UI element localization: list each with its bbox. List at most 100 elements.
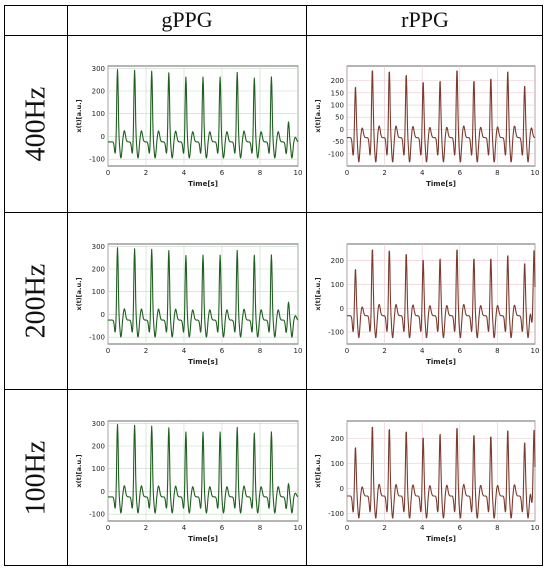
y-tick-label: 300 <box>92 65 105 73</box>
y-tick-label: 0 <box>101 133 105 141</box>
x-tick-label: 10 <box>531 524 540 532</box>
y-tick-label: 50 <box>335 114 344 122</box>
x-tick-label: 4 <box>182 524 187 532</box>
y-tick-label: 200 <box>331 435 344 443</box>
x-tick-label: 8 <box>495 347 499 355</box>
row-header-400hz: 400Hz <box>4 36 68 212</box>
y-tick-label: 100 <box>92 110 105 118</box>
x-tick-label: 8 <box>495 524 499 532</box>
x-tick-label: 0 <box>345 524 349 532</box>
y-axis-label: x(t)[a.u.] <box>75 277 83 310</box>
series-line <box>107 69 299 159</box>
x-axis-label: Time[s] <box>426 535 456 543</box>
y-axis-label: x(t)[a.u.] <box>314 454 322 487</box>
x-tick-label: 0 <box>106 524 110 532</box>
x-tick-label: 6 <box>458 169 463 177</box>
y-tick-label: 150 <box>331 89 344 97</box>
series-line <box>346 70 536 163</box>
y-tick-label: 100 <box>331 460 344 468</box>
y-tick-label: 100 <box>331 102 344 110</box>
table-divider-h1 <box>4 35 543 36</box>
x-tick-label: 2 <box>382 524 386 532</box>
x-tick-label: 6 <box>220 169 225 177</box>
y-tick-label: 100 <box>92 288 105 296</box>
table-divider-h3 <box>4 389 543 390</box>
x-tick-label: 6 <box>220 347 225 355</box>
y-axis-label: x(t)[a.u.] <box>75 454 83 487</box>
x-tick-label: 10 <box>294 524 303 532</box>
x-tick-label: 10 <box>294 169 303 177</box>
table-divider-v2 <box>306 5 307 566</box>
y-axis-label: x(t)[a.u.] <box>75 99 83 132</box>
x-tick-label: 6 <box>220 524 225 532</box>
x-tick-label: 8 <box>258 524 262 532</box>
y-tick-label: 200 <box>331 257 344 265</box>
x-tick-label: 2 <box>144 347 148 355</box>
y-tick-label: 200 <box>92 88 105 96</box>
x-tick-label: 6 <box>458 347 463 355</box>
x-axis-label: Time[s] <box>188 358 218 366</box>
row-header-200hz: 200Hz <box>4 213 68 389</box>
y-tick-label: -100 <box>328 510 344 518</box>
series-line <box>346 249 536 339</box>
y-tick-label: 0 <box>340 126 344 134</box>
y-tick-label: -100 <box>328 329 344 337</box>
x-tick-label: 10 <box>294 347 303 355</box>
x-tick-label: 4 <box>182 347 187 355</box>
y-tick-label: -100 <box>89 511 105 519</box>
plot-rppg-200hz: 0 2 4 6 8 10 -100 0 100 200 Time[s] x(t)[a.u.] <box>314 243 540 366</box>
y-tick-label: 200 <box>92 443 105 451</box>
row-header-100hz: 100Hz <box>4 390 68 566</box>
y-tick-label: 0 <box>340 485 344 493</box>
y-tick-label: 300 <box>92 243 105 251</box>
series-line <box>107 424 299 514</box>
x-axis-label: Time[s] <box>188 180 218 188</box>
x-tick-label: 2 <box>144 169 148 177</box>
x-tick-label: 2 <box>382 347 386 355</box>
x-axis-label: Time[s] <box>188 535 218 543</box>
x-tick-label: 4 <box>182 169 187 177</box>
y-tick-label: 0 <box>101 311 105 319</box>
y-tick-label: 0 <box>101 488 105 496</box>
x-tick-label: 0 <box>345 169 349 177</box>
row-label-400hz: 400Hz <box>20 86 51 162</box>
x-tick-label: 10 <box>531 169 540 177</box>
y-axis-label: x(t)[a.u.] <box>314 277 322 310</box>
x-tick-label: 8 <box>495 169 499 177</box>
x-tick-label: 0 <box>345 347 349 355</box>
y-tick-label: 200 <box>331 77 344 85</box>
table-divider-h2 <box>4 212 543 213</box>
x-tick-label: 0 <box>106 347 110 355</box>
x-tick-label: 6 <box>458 524 463 532</box>
x-tick-label: 4 <box>420 524 425 532</box>
table-divider-v1 <box>67 5 68 566</box>
x-tick-label: 8 <box>258 347 262 355</box>
y-tick-label: 0 <box>340 305 344 313</box>
x-tick-label: 2 <box>382 169 386 177</box>
y-tick-label: -50 <box>333 138 344 146</box>
y-tick-label: -100 <box>328 150 344 158</box>
y-axis-label: x(t)[a.u.] <box>314 99 322 132</box>
y-tick-label: 100 <box>92 465 105 473</box>
row-label-200hz: 200Hz <box>20 263 51 339</box>
series-line <box>346 426 536 519</box>
x-axis-label: Time[s] <box>426 358 456 366</box>
x-tick-label: 4 <box>420 347 425 355</box>
y-tick-label: 200 <box>92 266 105 274</box>
y-tick-label: -100 <box>89 156 105 164</box>
x-tick-label: 2 <box>144 524 148 532</box>
figure-table <box>4 5 543 566</box>
x-tick-label: 10 <box>531 347 540 355</box>
x-tick-label: 8 <box>258 169 262 177</box>
x-tick-label: 4 <box>420 169 425 177</box>
x-axis-label: Time[s] <box>426 180 456 188</box>
y-tick-label: 300 <box>92 420 105 428</box>
x-tick-label: 0 <box>106 169 110 177</box>
column-header-rppg: rPPG <box>401 7 449 32</box>
y-tick-label: -100 <box>89 334 105 342</box>
row-label-100hz: 100Hz <box>20 440 51 516</box>
